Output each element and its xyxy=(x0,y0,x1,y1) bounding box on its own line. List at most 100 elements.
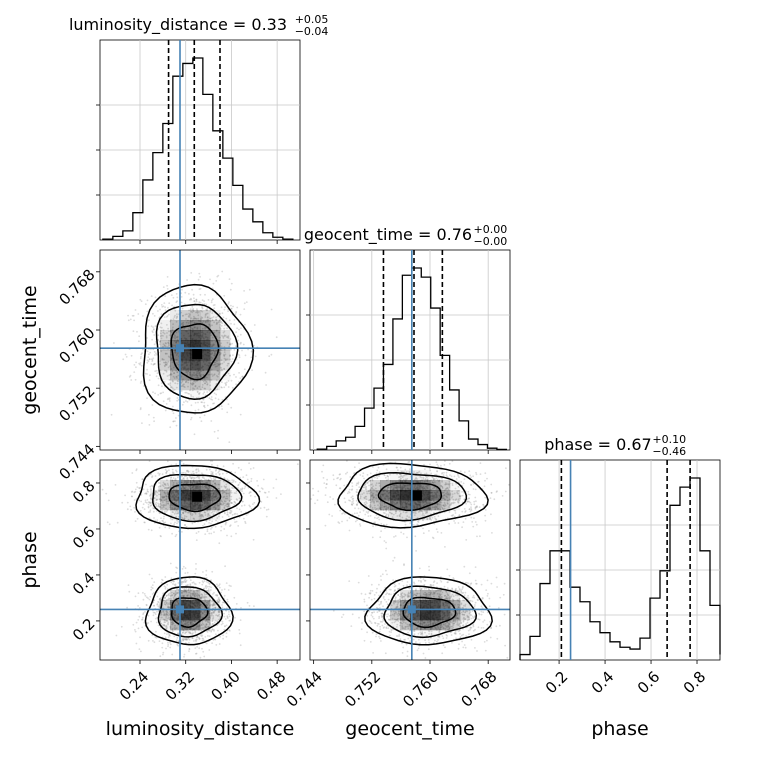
sample-point xyxy=(142,503,145,506)
sample-point xyxy=(189,628,191,630)
sample-point xyxy=(196,390,199,393)
sample-point xyxy=(211,603,214,606)
sample-point xyxy=(167,355,170,358)
sample-point xyxy=(150,358,153,360)
sample-point xyxy=(216,502,219,505)
sample-point xyxy=(149,509,152,512)
sample-point xyxy=(153,363,155,365)
sample-point xyxy=(231,502,234,504)
sample-point xyxy=(220,368,223,371)
sample-point xyxy=(209,515,212,517)
sample-point xyxy=(164,342,167,344)
sample-point xyxy=(190,395,193,398)
sample-point xyxy=(218,610,220,613)
sample-point xyxy=(223,615,226,618)
density-cell xyxy=(200,610,211,621)
sample-point xyxy=(353,466,356,469)
sample-point xyxy=(135,621,138,624)
sample-point xyxy=(167,327,170,330)
sample-point xyxy=(202,380,205,383)
sample-point xyxy=(198,393,201,395)
sample-point xyxy=(172,405,174,408)
sample-point xyxy=(470,484,473,486)
sample-point xyxy=(138,335,141,338)
sample-point xyxy=(175,375,178,378)
sample-point xyxy=(160,322,163,325)
sample-point xyxy=(344,513,346,515)
sample-point xyxy=(173,606,176,608)
sample-point xyxy=(161,642,164,645)
sample-point xyxy=(169,606,172,609)
density-cell xyxy=(210,490,221,501)
sample-point xyxy=(379,507,382,510)
sample-point xyxy=(221,622,224,625)
sample-point xyxy=(169,478,172,481)
sample-point xyxy=(230,307,233,310)
sample-point xyxy=(205,626,208,629)
sample-point xyxy=(131,495,134,498)
sample-point xyxy=(450,503,452,506)
sample-point xyxy=(266,496,269,498)
sample-point xyxy=(220,525,223,528)
sample-point xyxy=(436,503,439,505)
sample-point xyxy=(174,314,176,317)
sample-point xyxy=(207,588,210,590)
sample-point xyxy=(198,396,200,399)
sample-point xyxy=(204,313,207,316)
sample-point xyxy=(197,401,199,404)
sample-point xyxy=(193,433,196,436)
sample-point xyxy=(166,613,169,616)
sample-point xyxy=(193,595,196,597)
sample-point xyxy=(199,634,202,636)
sample-point xyxy=(224,334,227,337)
sample-point xyxy=(184,581,187,583)
sample-point xyxy=(146,350,149,353)
sample-point xyxy=(176,362,178,364)
sample-point xyxy=(166,332,168,334)
sample-point xyxy=(418,470,421,473)
sample-point xyxy=(373,504,376,507)
sample-point xyxy=(182,321,185,324)
sample-point xyxy=(187,589,190,592)
sample-point xyxy=(233,596,236,599)
sample-point xyxy=(167,641,169,644)
sample-point xyxy=(173,508,176,511)
sample-point xyxy=(180,381,183,384)
sample-point xyxy=(151,584,154,586)
sample-point xyxy=(226,511,229,514)
sample-point xyxy=(174,590,177,592)
sample-point xyxy=(214,594,217,596)
sample-point xyxy=(425,509,428,512)
sample-point xyxy=(199,597,202,599)
sample-point xyxy=(239,644,242,647)
sample-point xyxy=(369,505,372,507)
sample-point xyxy=(173,372,176,374)
sample-point xyxy=(224,618,227,620)
sample-point xyxy=(172,412,175,415)
sample-point xyxy=(169,599,172,602)
sample-point xyxy=(387,507,390,509)
sample-point xyxy=(229,354,232,357)
sample-point xyxy=(444,504,447,507)
sample-point xyxy=(196,646,199,648)
sample-point xyxy=(228,319,231,322)
sample-point xyxy=(232,462,235,465)
sample-point xyxy=(204,316,207,318)
sample-point xyxy=(180,481,183,484)
sample-point xyxy=(228,488,231,491)
sample-point xyxy=(186,313,188,316)
sample-point xyxy=(156,498,158,501)
sample-point xyxy=(159,602,162,605)
sample-point xyxy=(214,603,217,606)
sample-point xyxy=(134,629,136,631)
sample-point xyxy=(239,377,242,379)
sample-point xyxy=(185,381,187,383)
sample-point xyxy=(166,583,169,586)
sample-point xyxy=(199,603,202,606)
sample-point xyxy=(167,597,170,599)
sample-point xyxy=(167,643,170,646)
sample-point xyxy=(167,487,169,489)
sample-point xyxy=(140,650,142,653)
sample-point xyxy=(209,603,212,606)
